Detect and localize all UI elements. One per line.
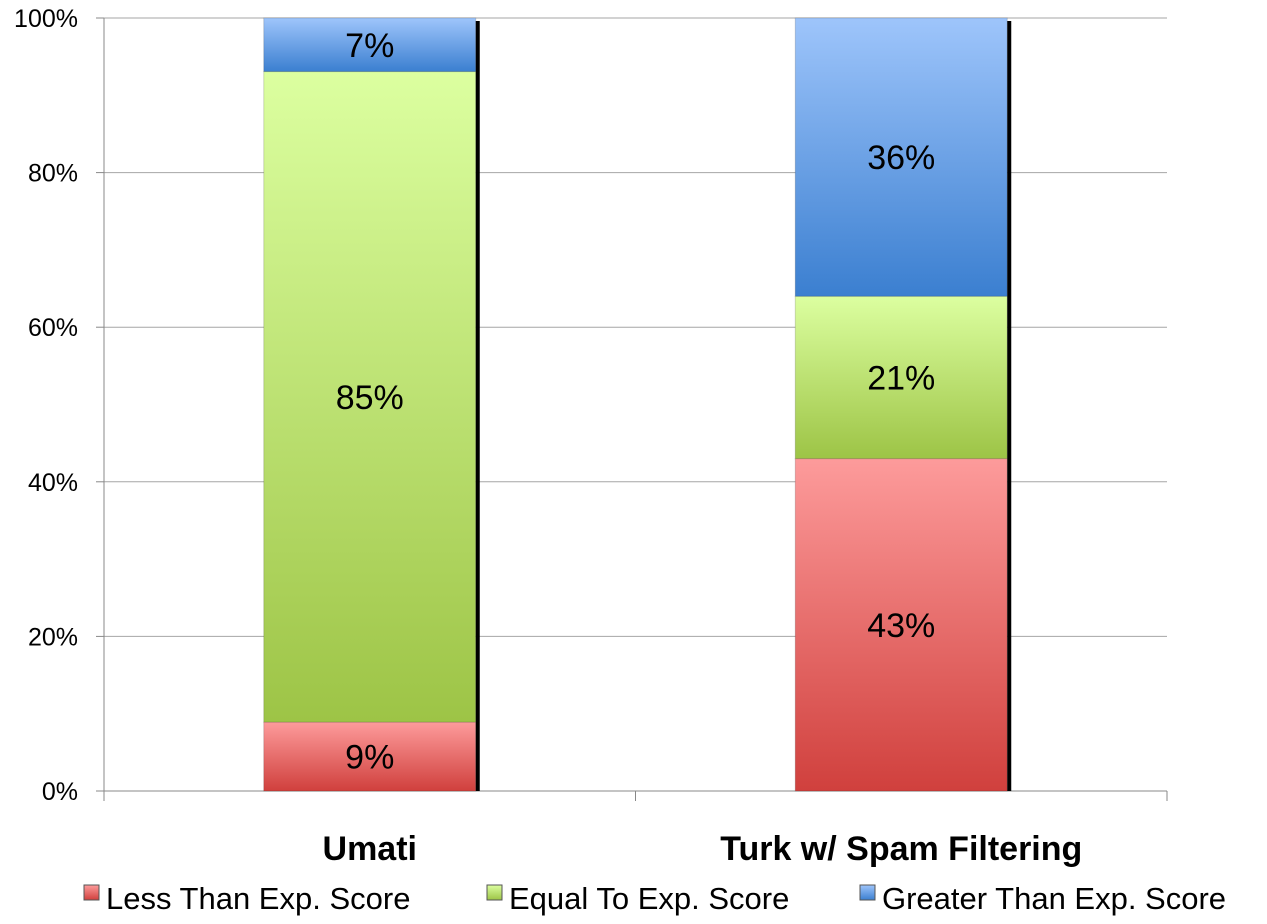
y-tick-label: 0% — [42, 778, 78, 806]
legend-label: Greater Than Exp. Score — [882, 881, 1226, 916]
legend-swatch — [859, 884, 876, 901]
y-tick-label: 100% — [14, 5, 78, 33]
legend: Less Than Exp. Score Equal To Exp. Score G… — [83, 881, 1226, 916]
data-label: 7% — [345, 27, 394, 65]
data-labels: 9% 85% 7% 43% 21% 36% — [336, 27, 936, 777]
y-tick-label: 60% — [28, 314, 78, 342]
legend-swatch — [486, 884, 503, 901]
category-label: Turk w/ Spam Filtering — [720, 830, 1082, 868]
y-tick-label: 80% — [28, 160, 78, 188]
y-tick-label: 20% — [28, 623, 78, 651]
data-label: 21% — [867, 359, 935, 397]
bar-segment — [263, 17, 477, 73]
data-label: 9% — [345, 739, 394, 777]
bar-shadow — [475, 21, 480, 791]
category-label: Umati — [323, 830, 417, 868]
bar-segment — [263, 71, 477, 723]
legend-swatch — [83, 884, 100, 901]
data-label: 36% — [867, 139, 935, 177]
legend-label: Equal To Exp. Score — [509, 881, 789, 916]
data-label: 43% — [867, 607, 935, 645]
y-tick-label: 40% — [28, 469, 78, 497]
legend-label: Less Than Exp. Score — [106, 881, 410, 916]
bar-segment — [794, 295, 1008, 460]
category-labels: Umati Turk w/ Spam Filtering — [323, 830, 1083, 868]
bar-segment — [794, 458, 1008, 792]
bar-segment — [794, 17, 1008, 297]
bar-shadow — [1007, 21, 1012, 791]
bars — [263, 17, 1012, 792]
data-label: 85% — [336, 379, 404, 417]
